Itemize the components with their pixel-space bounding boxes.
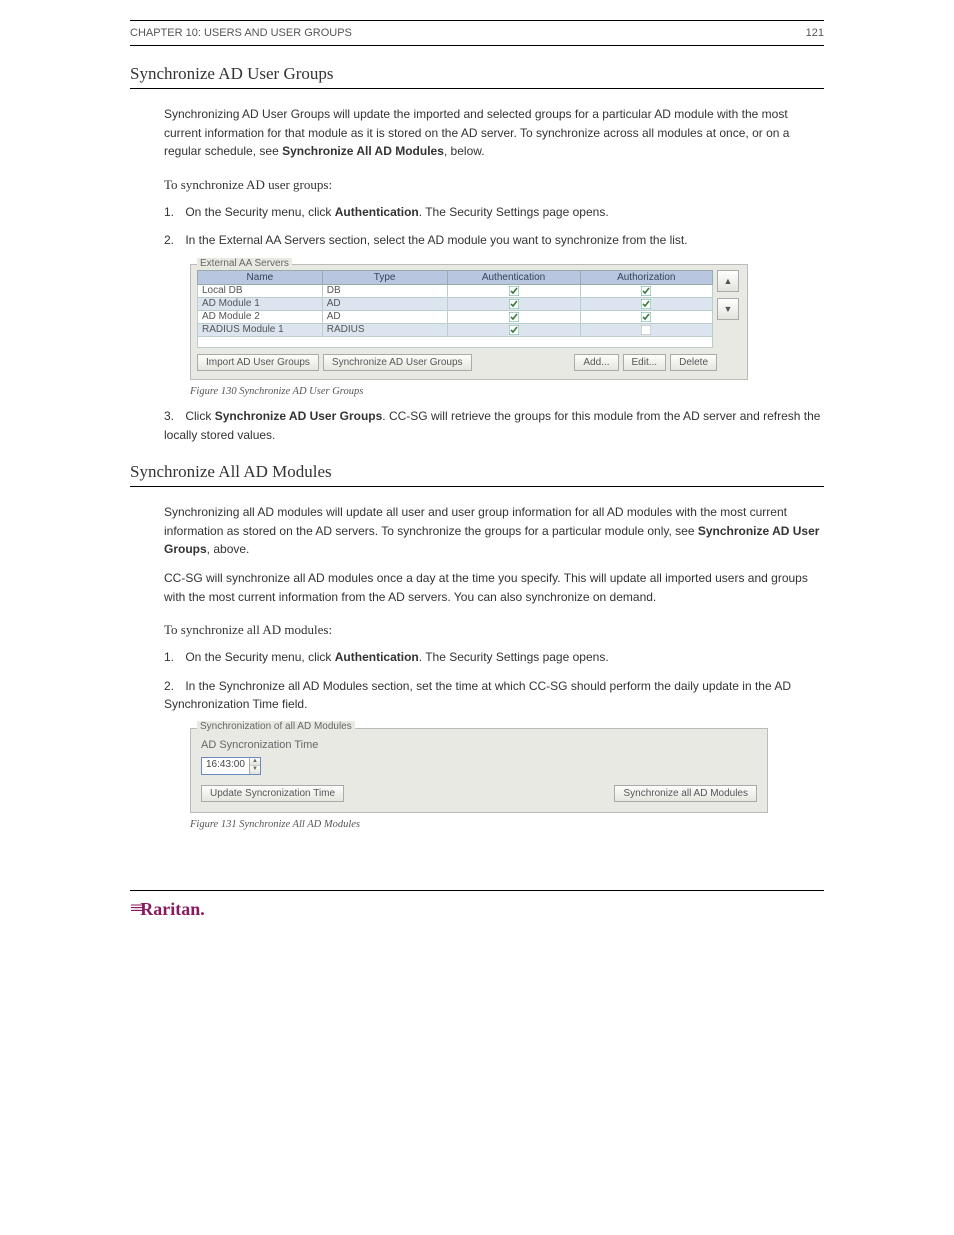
figure-130-caption: Figure 130 Synchronize AD User Groups: [190, 386, 824, 397]
move-down-button[interactable]: ▼: [717, 298, 739, 320]
page-header: CHAPTER 10: USERS AND USER GROUPS 121: [130, 27, 824, 39]
sync-all-paragraph-2: CC-SG will synchronize all AD modules on…: [164, 569, 824, 606]
col-name: Name: [198, 270, 323, 284]
subhead-sync-all: To synchronize all AD modules:: [164, 622, 824, 638]
cell-type: DB: [322, 284, 447, 297]
aa-servers-table[interactable]: Name Type Authentication Authorization L…: [197, 270, 713, 348]
synchronize-ad-user-groups-button[interactable]: Synchronize AD User Groups: [323, 354, 472, 371]
text: , below.: [444, 144, 485, 158]
header-section: CHAPTER 10: USERS AND USER GROUPS: [130, 27, 352, 39]
header-rule: [130, 20, 824, 21]
brand-logo: ≡≡ Raritan.: [130, 899, 205, 920]
panel-legend: Synchronization of all AD Modules: [197, 721, 355, 732]
cell-authorization[interactable]: [580, 323, 712, 336]
text-bold: Authentication: [335, 650, 419, 664]
table-row[interactable]: AD Module 2AD: [198, 310, 713, 323]
text: In the External AA Servers section, sele…: [185, 233, 687, 247]
move-up-button[interactable]: ▲: [717, 270, 739, 292]
subhead-sync-ug: To synchronize AD user groups:: [164, 177, 824, 193]
step-1: 1. On the Security menu, click Authentic…: [164, 203, 824, 222]
sync-time-label: AD Syncronization Time: [201, 739, 757, 751]
text: In the Synchronize all AD Modules sectio…: [164, 679, 791, 712]
cell-type: AD: [322, 297, 447, 310]
table-row[interactable]: RADIUS Module 1RADIUS: [198, 323, 713, 336]
figure-131-caption: Figure 131 Synchronize All AD Modules: [190, 819, 824, 830]
cell-authentication[interactable]: [447, 284, 580, 297]
synchronize-all-ad-modules-button[interactable]: Synchronize all AD Modules: [614, 785, 757, 802]
reorder-arrows: ▲ ▼: [717, 270, 739, 320]
step-number: 3.: [164, 407, 182, 426]
step-2: 2. In the External AA Servers section, s…: [164, 231, 824, 250]
step-number: 1.: [164, 648, 182, 667]
text: Synchronizing all AD modules will update…: [164, 505, 787, 538]
section-rule: [130, 88, 824, 89]
figure-131: Synchronization of all AD Modules AD Syn…: [190, 728, 824, 813]
section-rule: [130, 486, 824, 487]
step-all-1: 1. On the Security menu, click Authentic…: [164, 648, 824, 667]
text: Click: [185, 409, 211, 423]
spinner-up-icon[interactable]: ▲: [250, 758, 260, 767]
figure-130: External AA Servers Name Type Authentica…: [190, 264, 824, 380]
text: . The Security Settings page opens.: [419, 650, 609, 664]
spinner-down-icon[interactable]: ▼: [250, 766, 260, 774]
logo-glyph-icon: ≡≡: [130, 900, 138, 918]
brand-name: Raritan.: [140, 899, 205, 920]
step-number: 2.: [164, 677, 182, 696]
update-sync-time-button[interactable]: Update Syncronization Time: [201, 785, 344, 802]
panel-legend: External AA Servers: [197, 258, 292, 269]
cell-name: Local DB: [198, 284, 323, 297]
time-value: 16:43:00: [202, 758, 249, 774]
cell-authentication[interactable]: [447, 323, 580, 336]
text: . The Security Settings page opens.: [419, 205, 609, 219]
import-ad-user-groups-button[interactable]: Import AD User Groups: [197, 354, 319, 371]
time-spinner[interactable]: ▲ ▼: [249, 758, 260, 774]
step-number: 2.: [164, 231, 182, 250]
cell-type: AD: [322, 310, 447, 323]
section-title-sync-ug: Synchronize AD User Groups: [130, 64, 824, 84]
text-bold: Synchronize AD User Groups: [215, 409, 383, 423]
table-row[interactable]: AD Module 1AD: [198, 297, 713, 310]
cell-authorization[interactable]: [580, 284, 712, 297]
cell-authorization[interactable]: [580, 310, 712, 323]
external-aa-servers-panel: External AA Servers Name Type Authentica…: [190, 264, 748, 380]
cell-name: RADIUS Module 1: [198, 323, 323, 336]
header-rule-2: [130, 45, 824, 46]
cell-authentication[interactable]: [447, 310, 580, 323]
add-button[interactable]: Add...: [574, 354, 618, 371]
page-footer: ≡≡ Raritan.: [130, 899, 824, 920]
cell-name: AD Module 1: [198, 297, 323, 310]
col-authorization: Authorization: [580, 270, 712, 284]
text-bold: Synchronize All AD Modules: [282, 144, 444, 158]
step-number: 1.: [164, 203, 182, 222]
text: , above.: [207, 542, 250, 556]
cell-authorization[interactable]: [580, 297, 712, 310]
step-all-2: 2. In the Synchronize all AD Modules sec…: [164, 677, 824, 714]
sync-time-input[interactable]: 16:43:00 ▲ ▼: [201, 757, 261, 775]
header-page-number: 121: [806, 27, 824, 39]
sync-all-modules-panel: Synchronization of all AD Modules AD Syn…: [190, 728, 768, 813]
cell-type: RADIUS: [322, 323, 447, 336]
table-row[interactable]: Local DBDB: [198, 284, 713, 297]
section-title-sync-all: Synchronize All AD Modules: [130, 462, 824, 482]
delete-button[interactable]: Delete: [670, 354, 717, 371]
sync-all-paragraph-1: Synchronizing all AD modules will update…: [164, 503, 824, 559]
text-bold: Authentication: [335, 205, 419, 219]
sync-ug-paragraph: Synchronizing AD User Groups will update…: [164, 105, 824, 161]
text: On the Security menu, click: [185, 205, 331, 219]
cell-name: AD Module 2: [198, 310, 323, 323]
col-authentication: Authentication: [447, 270, 580, 284]
text: On the Security menu, click: [185, 650, 331, 664]
step-3: 3. Click Synchronize AD User Groups. CC-…: [164, 407, 824, 444]
edit-button[interactable]: Edit...: [623, 354, 667, 371]
col-type: Type: [322, 270, 447, 284]
footer-rule: [130, 890, 824, 891]
cell-authentication[interactable]: [447, 297, 580, 310]
